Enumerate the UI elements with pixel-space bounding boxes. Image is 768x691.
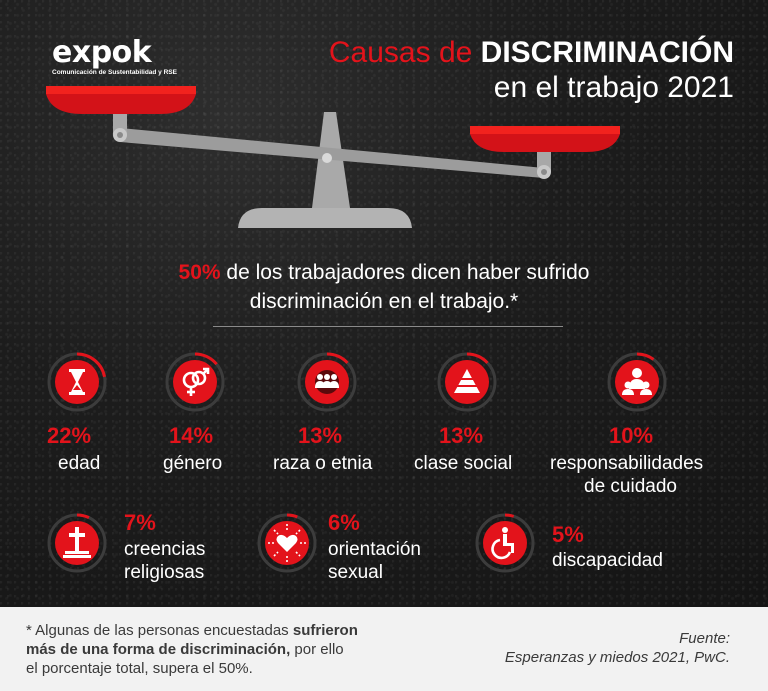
page-title: Causas de DISCRIMINACIÓN en el trabajo 2…: [329, 36, 734, 106]
pyramid-icon: [454, 369, 480, 393]
title-part2: DISCRIMINACIÓN: [480, 36, 734, 69]
footnote-d: por ello: [290, 641, 344, 658]
cause-clase-social-label: clase social: [414, 453, 513, 474]
cause-orientacion-label2: sexual: [328, 562, 383, 583]
progress-ring: [47, 513, 107, 573]
caregiver-icon: [622, 368, 652, 395]
footnote-b: sufrieron: [292, 622, 358, 639]
footnote-a: * Algunas de las personas encuestadas: [26, 622, 293, 639]
cause-clase-social-pct: 13%: [439, 423, 484, 448]
cross-icon: [63, 527, 91, 558]
headline-statement: 50% de los trabajadores dicen haber sufr…: [0, 258, 768, 316]
progress-ring: [257, 513, 317, 573]
heart-icon: [268, 524, 306, 562]
footnote-e: el porcentaje total, supera el 50%.: [26, 660, 253, 677]
brand-logo: expok Comunicación de Sustentabilidad y …: [52, 35, 202, 77]
footer: * Algunas de las personas encuestadas su…: [0, 607, 768, 691]
source: Fuente: Esperanzas y miedos 2021, PwC.: [505, 629, 730, 667]
statement-line1: de los trabajadores dicen haber sufrido: [220, 261, 590, 284]
footnote-c: más de una forma de discriminación,: [26, 641, 291, 658]
cause-discapacidad-pct: 5%: [552, 522, 584, 547]
people-globe-icon: [315, 370, 339, 394]
cause-genero-label: género: [163, 453, 223, 474]
infographic-background: expok Comunicación de Sustentabilidad y …: [0, 0, 768, 607]
balance-scale-illustration: [46, 86, 620, 228]
wheelchair-icon: [491, 527, 514, 560]
brand-tagline: Comunicación de Sustentabilidad y RSE: [52, 69, 177, 76]
cause-responsabilidades-pct: 10%: [609, 423, 654, 448]
gender-icon: [182, 367, 210, 396]
progress-ring: [297, 352, 357, 412]
statement-line2: discriminación en el trabajo.*: [249, 290, 519, 313]
cause-genero-pct: 14%: [169, 423, 214, 448]
cause-orientacion-label: orientación: [328, 539, 421, 560]
hourglass-icon: [69, 369, 85, 395]
progress-ring: [475, 513, 535, 573]
cause-responsabilidades-label2: de cuidado: [584, 476, 677, 497]
divider: [213, 326, 563, 327]
progress-ring: [47, 352, 107, 412]
title-part1: Causas de: [328, 36, 481, 69]
cause-edad-pct: 22%: [47, 423, 92, 448]
statement-pct: 50%: [178, 261, 221, 284]
cause-responsabilidades-label: responsabilidades: [550, 453, 704, 474]
cause-creencias-label: creencias: [124, 539, 206, 560]
cause-raza-pct: 13%: [298, 423, 343, 448]
footnote: * Algunas de las personas encuestadas su…: [26, 621, 446, 678]
source-text: Esperanzas y miedos 2021, PwC.: [504, 649, 730, 666]
cause-orientacion-pct: 6%: [328, 510, 360, 535]
cause-raza-label: raza o etnia: [273, 453, 373, 474]
cause-creencias-label2: religiosas: [124, 562, 205, 583]
cause-creencias-pct: 7%: [124, 510, 156, 535]
progress-ring: [437, 352, 497, 412]
progress-ring: [607, 352, 667, 412]
progress-ring: [165, 352, 225, 412]
source-label: Fuente:: [679, 630, 730, 647]
brand-name: expok: [52, 35, 152, 70]
cause-edad-label: edad: [58, 453, 101, 474]
title-line2: en el trabajo 2021: [493, 71, 734, 104]
cause-discapacidad-label: discapacidad: [552, 550, 663, 571]
